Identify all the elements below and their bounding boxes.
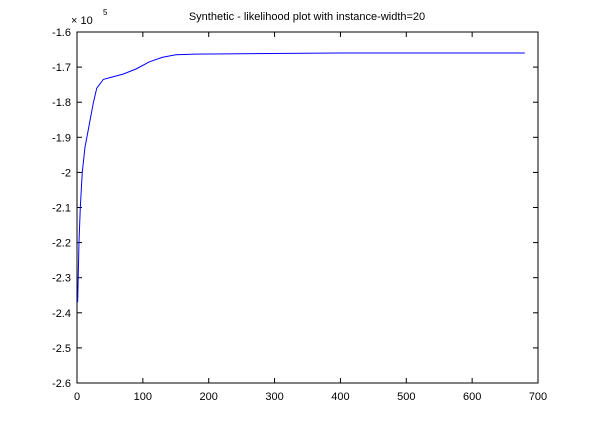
y-tick-label: -1.9 [52,132,71,144]
x-tick-label: 400 [331,391,349,403]
y-tick-label: -2 [61,167,71,179]
chart-title: Synthetic - likelihood plot with instanc… [189,11,425,23]
x-tick-label: 700 [529,391,547,403]
x-tick-label: 600 [463,391,481,403]
y-tick-label: -1.8 [52,97,71,109]
x-tick-label: 300 [265,391,283,403]
y-tick-label: -2.5 [52,343,71,355]
y-multiplier: × 10 [71,15,93,27]
x-tick-label: 100 [134,391,152,403]
y-tick-label: -2.1 [52,203,71,215]
x-tick-label: 500 [397,391,415,403]
y-tick-label: -2.4 [52,308,71,320]
x-tick-label: 200 [200,391,218,403]
y-tick-label: -2.3 [52,273,71,285]
x-tick-label: 0 [74,391,80,403]
y-tick-label: -2.6 [52,378,71,390]
y-tick-label: -1.6 [52,27,71,39]
y-tick-label: -1.7 [52,62,71,74]
y-tick-label: -2.2 [52,238,71,250]
y-multiplier-exponent: 5 [103,8,108,17]
data-line [77,52,525,303]
